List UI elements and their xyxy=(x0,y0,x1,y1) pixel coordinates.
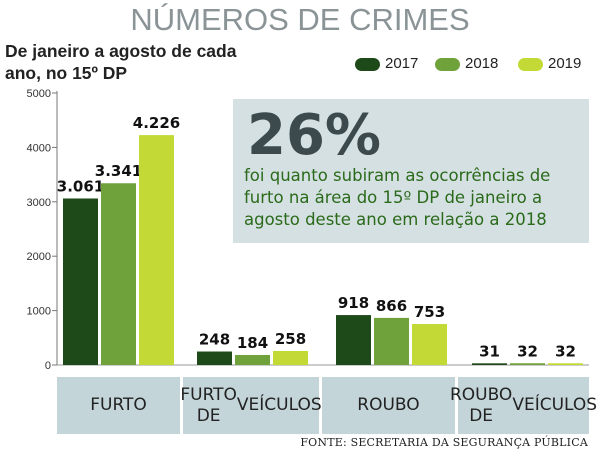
callout-percentage: 26% xyxy=(247,103,382,168)
y-tick-label: 0 xyxy=(45,360,51,372)
category-label: FURTO xyxy=(57,377,180,434)
data-label: 32 xyxy=(517,342,538,360)
y-tick-label: 3000 xyxy=(27,197,51,209)
y-tick-label: 1000 xyxy=(27,306,51,318)
bar xyxy=(235,354,270,365)
legend-swatch xyxy=(435,58,460,71)
bar xyxy=(273,350,308,365)
bar xyxy=(336,315,371,365)
bar xyxy=(374,317,409,365)
legend-swatch xyxy=(518,58,543,71)
data-label: 753 xyxy=(414,303,445,321)
legend-swatch xyxy=(355,58,380,71)
bar xyxy=(412,324,447,365)
data-label: 4.226 xyxy=(133,114,180,132)
bar xyxy=(548,363,583,365)
data-label: 3.341 xyxy=(95,162,142,180)
bar xyxy=(472,363,507,365)
data-label: 31 xyxy=(479,342,500,360)
category-label: FURTO DE VEÍCULOS xyxy=(180,377,322,434)
bar xyxy=(510,363,545,365)
category-label: ROUBO xyxy=(322,377,455,434)
data-label: 248 xyxy=(199,331,230,349)
legend-label: 2017 xyxy=(385,55,419,72)
category-label: ROUBO DE VEÍCULOS xyxy=(450,377,597,434)
bar xyxy=(101,183,136,365)
data-label: 918 xyxy=(338,294,369,312)
category-bar: FURTO FURTO DE VEÍCULOS ROUBO ROUBO DE VEÍCUL… xyxy=(57,377,597,434)
data-label: 32 xyxy=(555,342,576,360)
bar xyxy=(197,351,232,365)
data-label: 866 xyxy=(376,297,407,315)
y-tick-label: 4000 xyxy=(27,142,51,154)
callout-text: foi quanto subiram as ocorrências de fur… xyxy=(244,166,551,229)
source-note: FONTE: SECRETARIA DA SEGURANÇA PÚBLICA xyxy=(300,436,588,449)
bar xyxy=(63,198,98,365)
data-label: 184 xyxy=(237,334,268,352)
legend-label: 2018 xyxy=(465,55,499,72)
y-tick-label: 2000 xyxy=(27,251,51,263)
y-tick-label: 5000 xyxy=(27,88,51,100)
data-label: 3.061 xyxy=(57,177,104,195)
chart-title: NÚMEROS DE CRIMES xyxy=(130,2,470,37)
chart-subtitle: De janeiro a agosto de cada ano, no 15º … xyxy=(5,41,237,83)
legend-label: 2019 xyxy=(548,55,582,72)
callout-box: 26% foi quanto subiram as ocorrências de… xyxy=(233,99,589,243)
bar xyxy=(139,135,174,365)
data-label: 258 xyxy=(275,330,306,348)
